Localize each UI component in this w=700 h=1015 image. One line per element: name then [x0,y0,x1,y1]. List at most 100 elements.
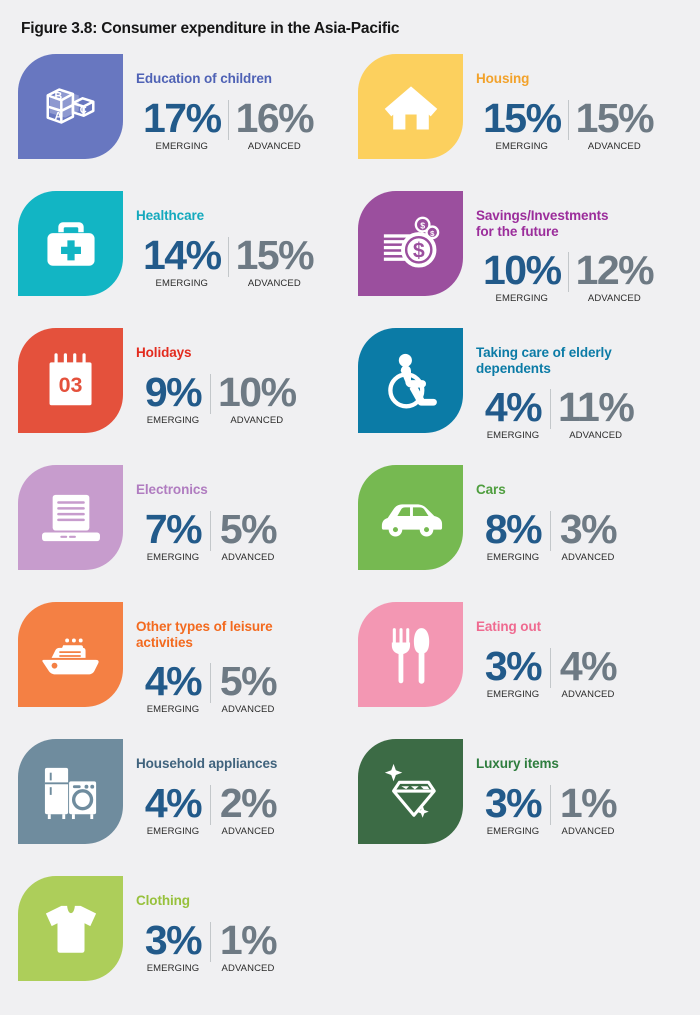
stat-divider [550,511,551,551]
stat-advanced: 5% ADVANCED [211,507,285,563]
stat-value-advanced: 1% [559,780,618,826]
category-title-line: dependents [476,361,551,376]
svg-text:C: C [79,104,86,115]
stat-value-emerging: 17% [143,95,222,141]
stat-value-advanced: 1% [219,917,278,963]
cruise-ship-icon [38,632,104,678]
stat-label-emerging: EMERGING [486,689,540,700]
stat-label-emerging: EMERGING [146,552,200,563]
category-row: 03 Holidays 9% EMERGING 10% ADVANCED Taking … [0,328,700,465]
category-row: Healthcare 14% EMERGING 15% ADVANCED $ $ $ S… [0,191,700,328]
category-title-line: activities [136,635,193,650]
stat-emerging: 8% EMERGING [476,507,550,563]
category-row: Other types of leisure activities 4% EMERGI… [0,602,700,739]
category-row: Electronics 7% EMERGING 5% ADVANCED Cars 8% EM… [0,465,700,602]
category-title-line: Other types of leisure [136,619,273,634]
category-title-line: for the future [476,224,559,239]
category-card[interactable]: Luxury items 3% EMERGING 1% ADVANCED [358,739,698,876]
stat-value-emerging: 4% [144,780,203,826]
stat-emerging: 9% EMERGING [136,370,210,426]
stat-value-emerging: 3% [484,643,543,689]
category-tile [18,465,123,570]
stat-value-advanced: 15% [235,232,315,278]
stat-label-advanced: ADVANCED [587,293,641,304]
category-info: Holidays 9% EMERGING 10% ADVANCED [136,328,358,465]
stats-group: 3% EMERGING 1% ADVANCED [136,918,285,974]
stats-group: 9% EMERGING 10% ADVANCED [136,370,303,426]
stats-group: 4% EMERGING 2% ADVANCED [136,781,285,837]
stat-value-emerging: 9% [144,369,203,415]
category-card[interactable]: Other types of leisure activities 4% EMERGI… [18,602,358,739]
stat-value-advanced: 5% [219,506,278,552]
stat-label-emerging: EMERGING [146,415,200,426]
category-title: Eating out [476,619,541,634]
stat-value-advanced: 10% [218,369,297,415]
category-title: Education of children [136,71,272,86]
category-info: Electronics 7% EMERGING 5% ADVANCED [136,465,358,602]
category-card[interactable]: Clothing 3% EMERGING 1% ADVANCED [18,876,358,1013]
category-tile [358,602,463,707]
category-card[interactable]: Cars 8% EMERGING 3% ADVANCED [358,465,698,602]
svg-text:$: $ [430,228,435,237]
stats-group: 14% EMERGING 15% ADVANCED [136,233,320,289]
stat-emerging: 10% EMERGING [476,248,568,304]
category-info: Clothing 3% EMERGING 1% ADVANCED [136,876,358,1013]
stat-label-emerging: EMERGING [146,826,200,837]
category-title: Housing [476,71,530,86]
category-title-line: Savings/Investments [476,208,609,223]
category-card[interactable]: 03 Holidays 9% EMERGING 10% ADVANCED [18,328,358,465]
category-title: Electronics [136,482,208,497]
stat-advanced: 12% ADVANCED [569,248,661,304]
abc-blocks-icon: B A C [40,76,102,138]
svg-text:B: B [54,90,62,102]
category-card[interactable]: Housing 15% EMERGING 15% ADVANCED [358,54,698,191]
stats-group: 3% EMERGING 1% ADVANCED [476,781,625,837]
stat-value-emerging: 8% [484,506,543,552]
category-card[interactable]: Healthcare 14% EMERGING 15% ADVANCED [18,191,358,328]
category-card[interactable]: Electronics 7% EMERGING 5% ADVANCED [18,465,358,602]
stats-group: 7% EMERGING 5% ADVANCED [136,507,285,563]
stat-label-emerging: EMERGING [146,963,200,974]
stat-value-advanced: 11% [558,384,635,430]
car-icon [378,496,444,540]
svg-text:A: A [54,110,62,122]
svg-text:03: 03 [58,373,82,397]
stat-label-advanced: ADVANCED [247,141,301,152]
stat-divider [210,663,211,703]
category-card[interactable]: B A C Education of children 17% EMERGING 16… [18,54,358,191]
stat-value-emerging: 10% [483,247,562,293]
category-card[interactable]: Eating out 3% EMERGING 4% ADVANCED [358,602,698,739]
stat-label-advanced: ADVANCED [221,826,275,837]
stat-label-emerging: EMERGING [155,278,209,289]
category-tile [358,54,463,159]
category-row: Household appliances 4% EMERGING 2% ADVANCED… [0,739,700,876]
stat-value-advanced: 16% [235,95,315,141]
category-title: Luxury items [476,756,559,771]
stats-group: 4% EMERGING 5% ADVANCED [136,659,285,715]
category-info: Taking care of elderly dependents 4% EMERGI… [476,328,698,465]
stat-label-advanced: ADVANCED [561,689,615,700]
category-card[interactable]: $ $ $ Savings/Investments for the future 1… [358,191,698,328]
category-card[interactable]: Taking care of elderly dependents 4% EMERGI… [358,328,698,465]
category-tile [358,328,463,433]
stat-label-emerging: EMERGING [486,430,540,441]
stat-value-emerging: 15% [483,95,562,141]
stat-label-advanced: ADVANCED [569,430,623,441]
stat-divider [227,237,229,277]
stat-advanced: 5% ADVANCED [211,659,285,715]
stats-group: 15% EMERGING 15% ADVANCED [476,96,660,152]
laptop-icon [40,490,102,546]
category-tile [358,739,463,844]
stat-label-advanced: ADVANCED [221,552,275,563]
stat-advanced: 1% ADVANCED [551,781,625,837]
stat-emerging: 14% EMERGING [136,233,228,289]
category-tile [18,191,123,296]
stat-emerging: 17% EMERGING [136,96,228,152]
category-tile: 03 [18,328,123,433]
stats-group: 8% EMERGING 3% ADVANCED [476,507,625,563]
category-card[interactable]: Household appliances 4% EMERGING 2% ADVANCED [18,739,358,876]
category-info: Household appliances 4% EMERGING 2% ADVANCED [136,739,358,876]
stats-group: 4% EMERGING 11% ADVANCED [476,385,640,441]
stat-label-emerging: EMERGING [146,704,200,715]
stat-emerging: 3% EMERGING [476,644,550,700]
